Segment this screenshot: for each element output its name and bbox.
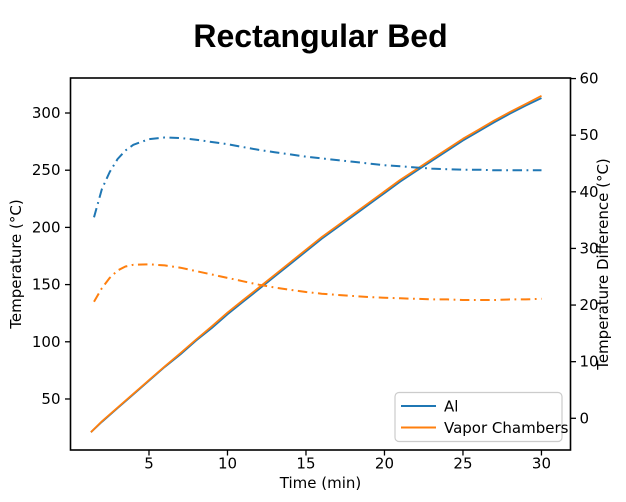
- y-right-tick-label: 40: [580, 183, 599, 201]
- y-right-tick-label: 0: [580, 409, 590, 427]
- y-left-tick-label: 250: [32, 161, 61, 179]
- legend-box: [394, 391, 563, 443]
- y-right-tick-label: 20: [580, 296, 599, 314]
- x-tick-label: 15: [296, 455, 315, 473]
- y-left-axis-label: Temperature (°C): [7, 199, 25, 329]
- y-right-tick-label: 60: [580, 70, 599, 88]
- y-right-tick-label: 50: [580, 126, 599, 144]
- y-left-tick-label: 200: [32, 218, 61, 236]
- legend-label-al: Al: [444, 398, 458, 416]
- y-left-tick-label: 150: [32, 276, 61, 294]
- legend: Al Vapor Chambers: [394, 391, 569, 443]
- x-tick-label: 5: [144, 455, 154, 473]
- legend-label-vapor-chambers: Vapor Chambers: [444, 419, 569, 437]
- vapor-chambers-temperature-line: [90, 95, 542, 433]
- y-left-tick-label: 300: [32, 104, 61, 122]
- axes-spines: [69, 77, 572, 451]
- x-tick-label: 30: [532, 455, 551, 473]
- y-left-tick-label: 100: [32, 333, 61, 351]
- y-left-tick-label: 50: [41, 390, 60, 408]
- al-temperature-difference-line: [93, 136, 542, 218]
- vapor-chambers-temperature-difference-line: [93, 263, 542, 303]
- y-right-axis-label: Temperature Difference (°C): [594, 158, 612, 371]
- chart-title: Rectangular Bed: [193, 18, 448, 54]
- x-tick-label: 20: [375, 455, 394, 473]
- y-right-tick-label: 10: [580, 353, 599, 371]
- x-tick-label: 10: [218, 455, 237, 473]
- x-axis-label: Time (min): [279, 474, 361, 492]
- x-tick-label: 25: [453, 455, 472, 473]
- y-right-tick-label: 30: [580, 239, 599, 257]
